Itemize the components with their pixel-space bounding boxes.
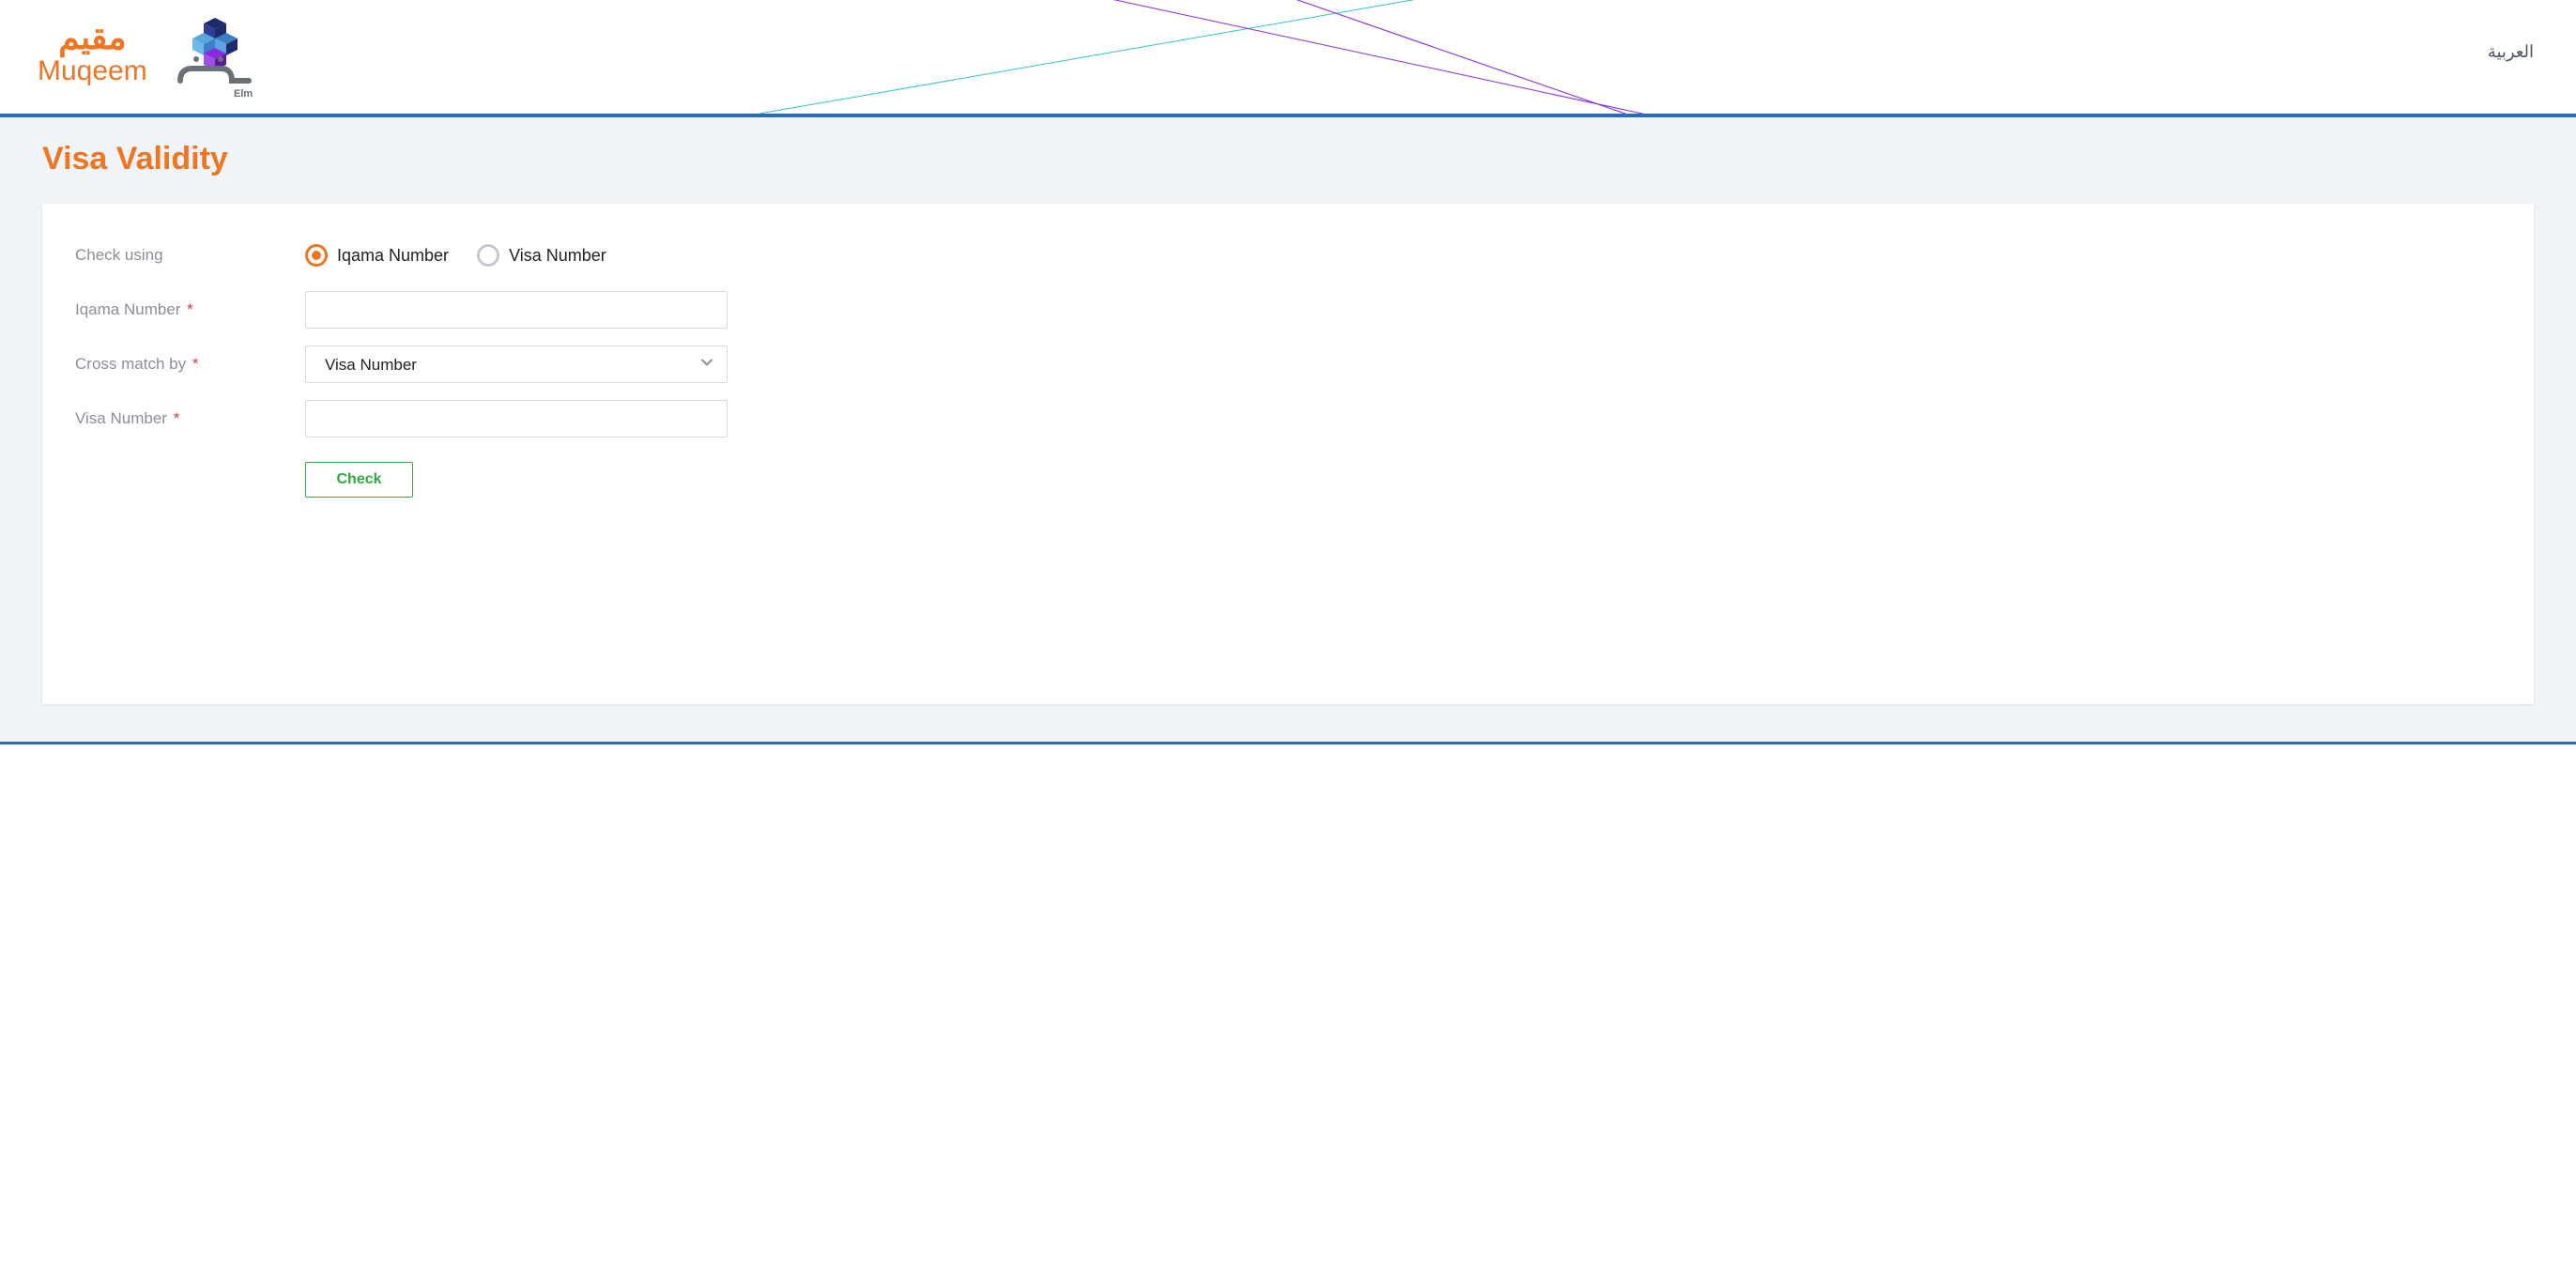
label-text: Visa Number [75, 409, 167, 427]
radio-icon [477, 244, 499, 267]
page-body: Visa Validity Check using Iqama Number V… [0, 117, 2576, 744]
radio-iqama-number[interactable]: Iqama Number [305, 244, 449, 267]
iqama-number-input[interactable] [305, 291, 728, 329]
required-marker: * [192, 355, 199, 373]
visa-number-input[interactable] [305, 400, 728, 437]
radio-label-visa: Visa Number [509, 246, 606, 266]
check-button[interactable]: Check [305, 462, 413, 498]
radio-group-check-using: Iqama Number Visa Number [305, 244, 606, 267]
radio-label-iqama: Iqama Number [337, 246, 449, 266]
row-check-using: Check using Iqama Number Visa Number [75, 237, 2501, 274]
page-header: مقيم Muqeem [0, 0, 2576, 117]
label-text: Cross match by [75, 355, 186, 373]
row-iqama-number: Iqama Number * [75, 291, 2501, 329]
elm-logo: Elm [176, 10, 260, 100]
label-text: Iqama Number [75, 300, 180, 318]
label-cross-match: Cross match by * [75, 355, 305, 374]
language-switch-link[interactable]: العربية [2488, 42, 2534, 62]
radio-icon [305, 244, 328, 267]
label-visa-number: Visa Number * [75, 409, 305, 428]
row-visa-number: Visa Number * [75, 400, 2501, 437]
page-title: Visa Validity [42, 141, 2534, 177]
row-cross-match: Cross match by * Visa Number [75, 345, 2501, 383]
form-card: Check using Iqama Number Visa Number Iqa… [42, 204, 2534, 704]
muqeem-logo: مقيم Muqeem [38, 21, 147, 88]
muqeem-logo-arabic: مقيم [58, 21, 126, 54]
elm-logo-text: Elm [234, 88, 253, 100]
elm-logo-icon: Elm [176, 10, 260, 100]
radio-visa-number[interactable]: Visa Number [477, 244, 606, 267]
header-decorative-lines [0, 0, 2576, 114]
logo-area: مقيم Muqeem [38, 8, 260, 101]
label-check-using: Check using [75, 246, 305, 265]
cross-match-select-wrap: Visa Number [305, 345, 728, 383]
cross-match-select[interactable]: Visa Number [305, 345, 728, 383]
muqeem-logo-english: Muqeem [38, 54, 147, 88]
required-marker: * [174, 409, 180, 427]
required-marker: * [187, 300, 193, 318]
label-iqama-number: Iqama Number * [75, 300, 305, 319]
